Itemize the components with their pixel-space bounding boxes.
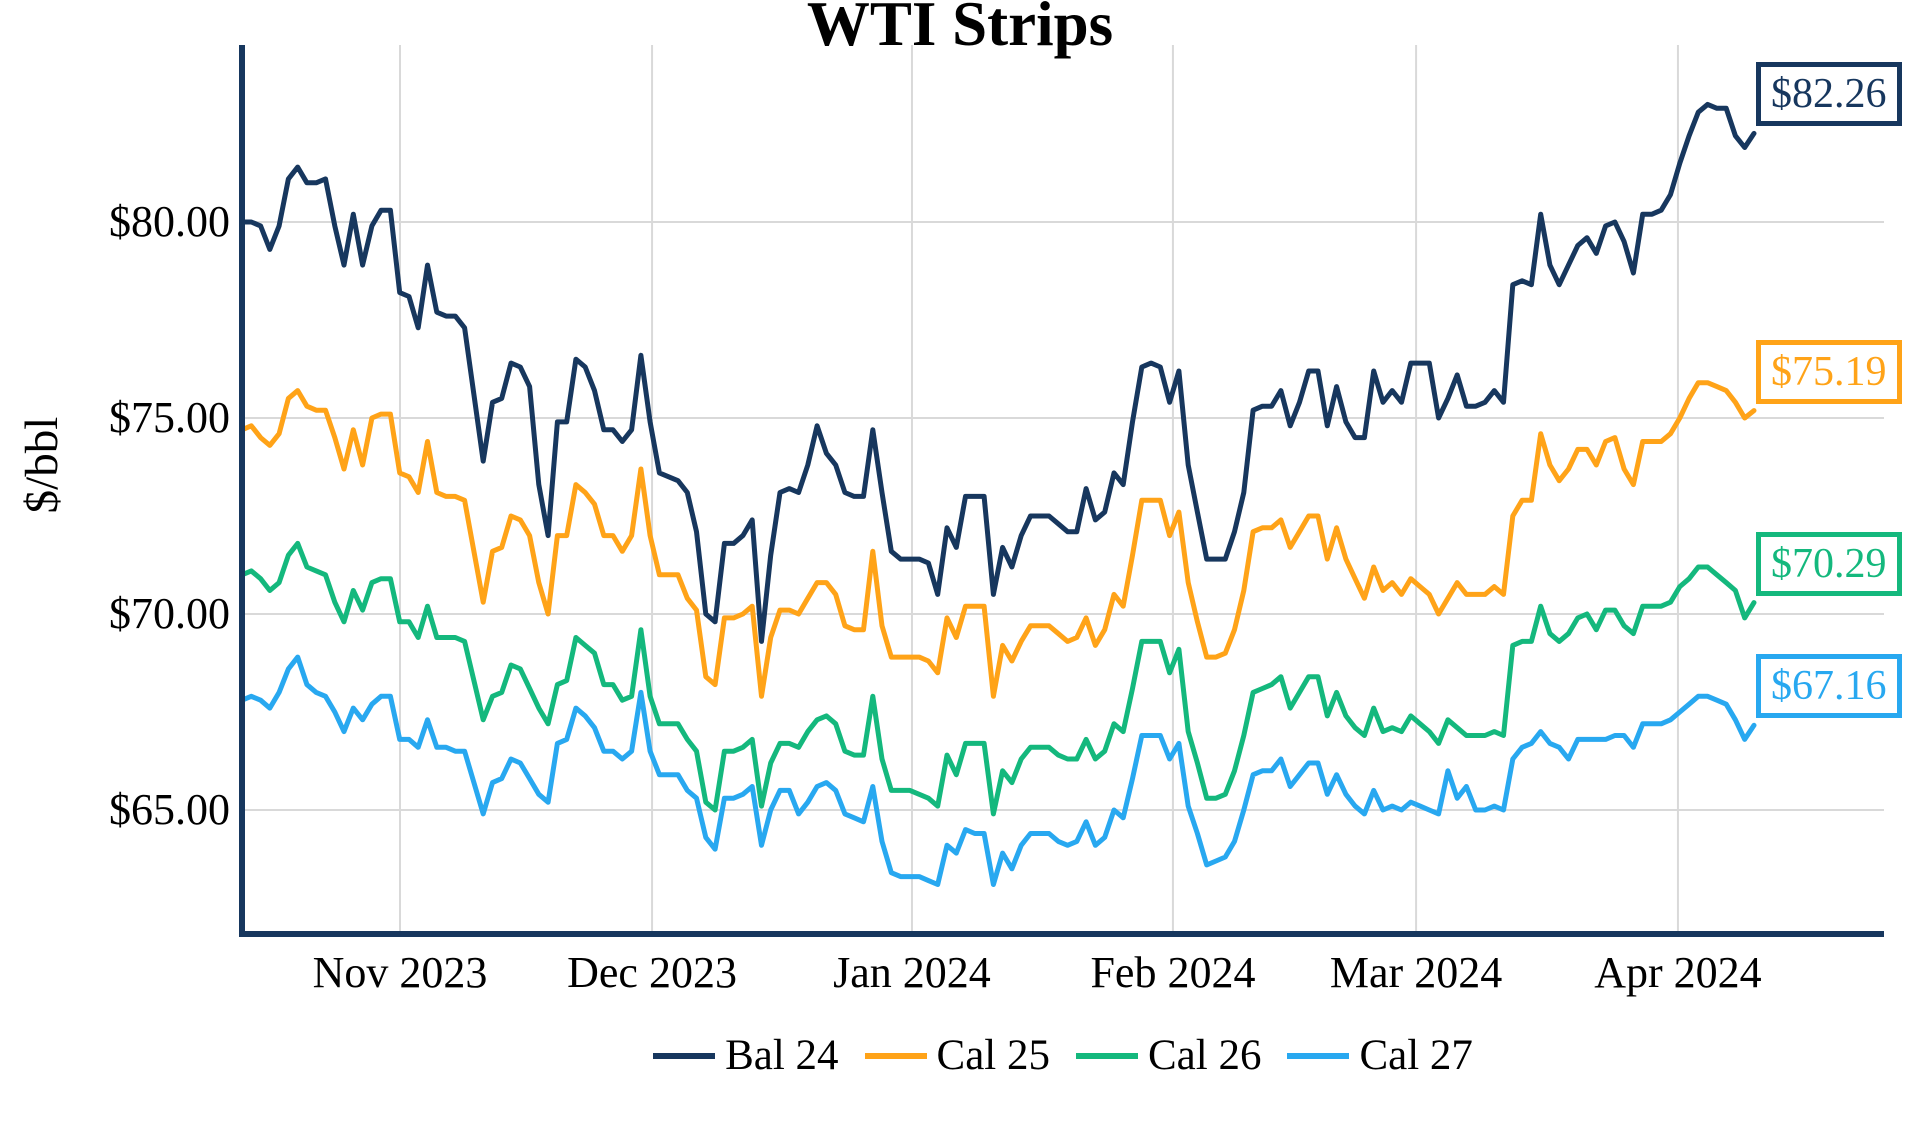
legend-item-cal-26: Cal 26 (1076, 1032, 1261, 1080)
x-tick-label: Dec 2023 (567, 948, 737, 997)
y-tick-label: $70.00 (109, 589, 230, 638)
end-label-bal-24: $82.26 (1756, 62, 1902, 127)
chart-title: WTI Strips (806, 0, 1114, 59)
legend-label: Cal 27 (1359, 1032, 1473, 1079)
series-line-cal-27 (239, 654, 1757, 887)
end-label-cal-26: $70.29 (1756, 531, 1902, 596)
end-label-cal-27: $67.16 (1756, 654, 1902, 719)
x-tick-label: Apr 2024 (1594, 948, 1762, 997)
y-axis-spine (239, 45, 245, 937)
legend-item-cal-25: Cal 25 (864, 1032, 1050, 1080)
end-label-cal-25: $75.19 (1756, 339, 1902, 404)
legend-swatch-icon (653, 1053, 716, 1059)
x-axis-spine (239, 931, 1884, 937)
series-line-bal-24 (239, 101, 1757, 644)
legend-label: Bal 24 (725, 1032, 839, 1079)
x-tick-label: Feb 2024 (1090, 948, 1256, 997)
y-tick-label: $65.00 (109, 785, 230, 834)
legend-label: Cal 25 (936, 1032, 1050, 1079)
x-tick-label: Jan 2024 (833, 948, 991, 997)
legend-label: Cal 26 (1148, 1032, 1262, 1079)
x-tick-label: Nov 2023 (312, 948, 488, 997)
legend-item-cal-27: Cal 27 (1287, 1032, 1473, 1080)
x-tick-label: Mar 2024 (1329, 948, 1503, 997)
y-tick-label: $80.00 (109, 197, 230, 246)
legend-swatch-icon (1076, 1053, 1138, 1059)
legend-item-bal-24: Bal 24 (653, 1032, 839, 1080)
series-line-cal-26 (239, 540, 1757, 817)
legend: Bal 24 Cal 25 Cal 26 Cal 27 (242, 1032, 1884, 1080)
legend-swatch-icon (864, 1053, 927, 1059)
series-line-cal-25 (239, 380, 1757, 699)
y-tick-label: $75.00 (109, 393, 230, 442)
legend-swatch-icon (1287, 1053, 1350, 1059)
